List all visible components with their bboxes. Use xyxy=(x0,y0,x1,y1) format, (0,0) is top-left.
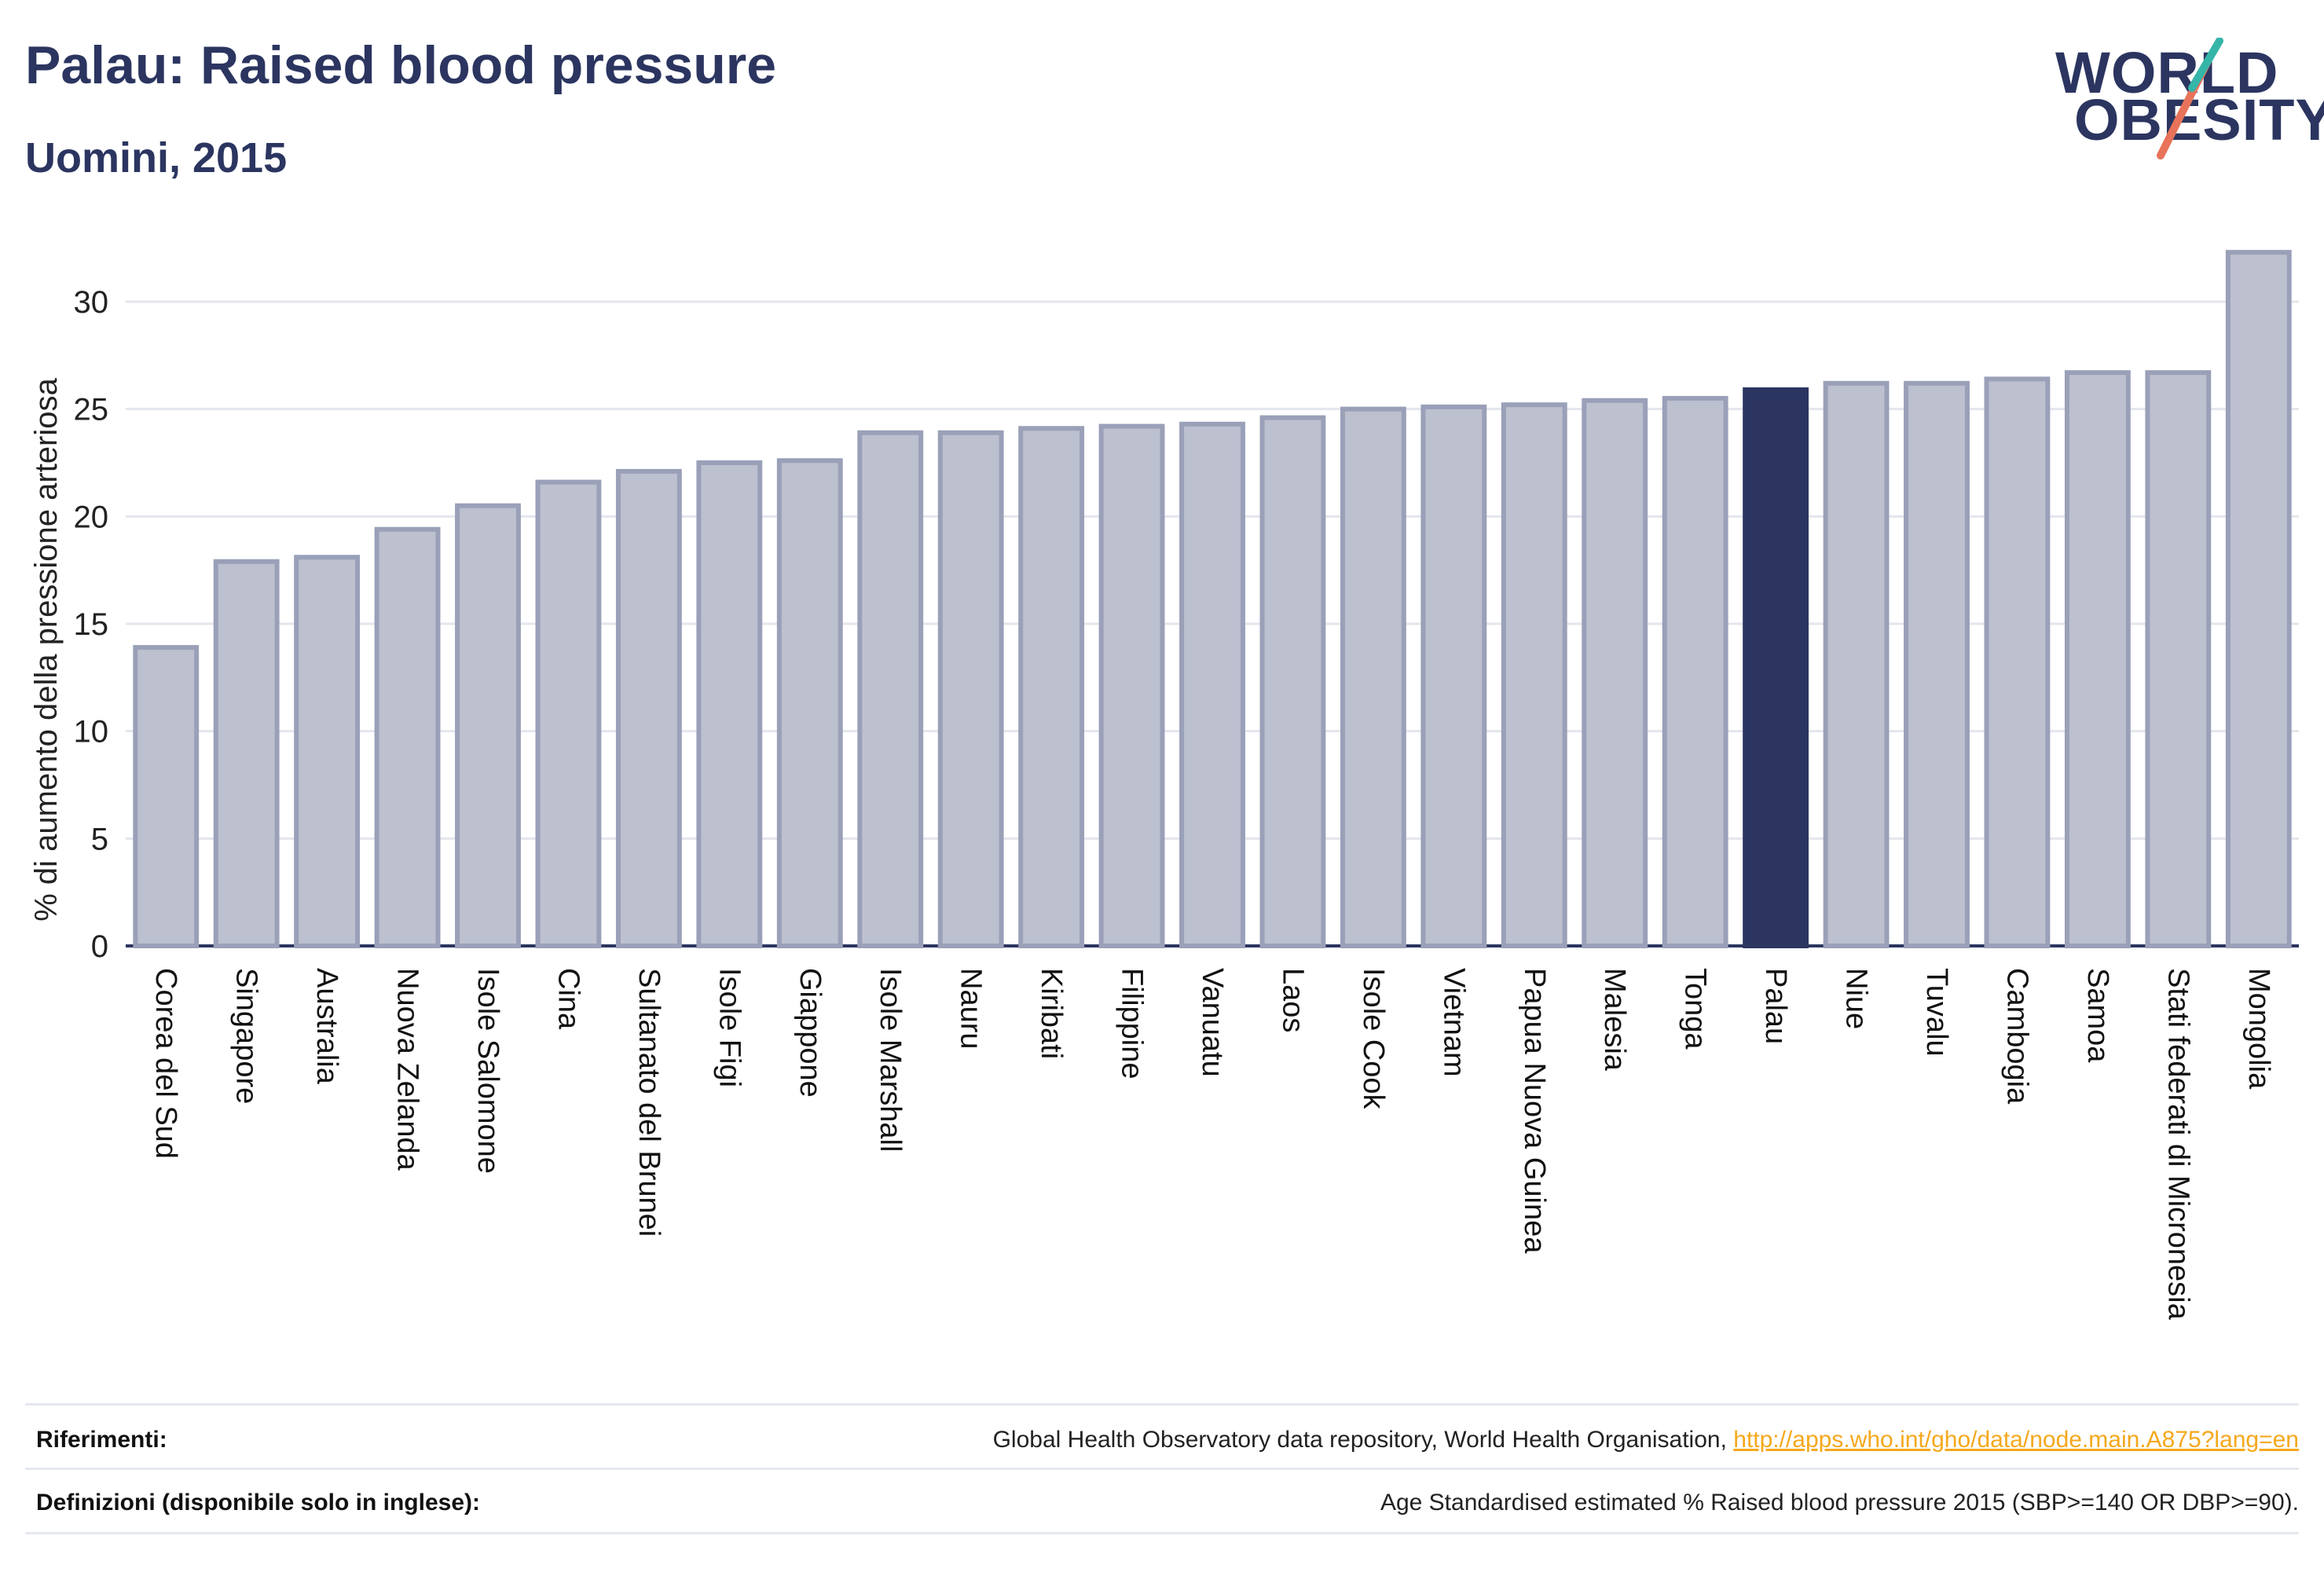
footer-divider-bottom xyxy=(25,1532,2299,1534)
bar xyxy=(1904,380,1970,949)
y-tick-label: 10 xyxy=(74,715,109,750)
x-tick-label: Isole Salomone xyxy=(471,968,504,1174)
bar xyxy=(857,430,924,948)
bar xyxy=(615,468,682,948)
world-obesity-logo: WORLD OBESITY xyxy=(2043,38,2324,171)
x-tick-label: Mongolia xyxy=(2242,968,2275,1090)
references-text: Global Health Observatory data repositor… xyxy=(993,1427,2299,1453)
y-tick-label: 15 xyxy=(74,607,109,642)
x-tick-label: Vanuatu xyxy=(1196,968,1229,1077)
bar xyxy=(1340,406,1406,948)
x-tick-label: Nauru xyxy=(955,968,988,1050)
x-tick-label: Papua Nuova Guinea xyxy=(1518,968,1551,1254)
y-tick-label: 30 xyxy=(74,285,109,320)
references-source: Global Health Observatory data repositor… xyxy=(992,1427,1734,1453)
chart-subtitle: Uomini, 2015 xyxy=(25,134,288,181)
x-tick-label: Isole Cook xyxy=(1357,968,1390,1110)
y-axis-label: % di aumento della pressione arteriosa xyxy=(29,378,64,922)
x-tick-label: Laos xyxy=(1276,968,1309,1032)
bar xyxy=(1420,404,1487,948)
references-label: Riferimenti: xyxy=(36,1427,167,1453)
x-tick-label: Vietnam xyxy=(1437,968,1470,1077)
bar xyxy=(696,460,763,948)
x-tick-label: Cambogia xyxy=(2000,968,2033,1105)
x-tick-label: Cina xyxy=(552,968,585,1030)
bar xyxy=(776,458,843,948)
bar xyxy=(1823,380,1890,949)
x-tick-label: Tonga xyxy=(1679,968,1712,1050)
bar xyxy=(1743,387,1809,949)
bar xyxy=(1501,402,1567,948)
x-tick-label: Stati federati di Micronesia xyxy=(2161,968,2194,1321)
bar xyxy=(1179,421,1245,948)
bar xyxy=(937,430,1004,948)
bar xyxy=(1984,376,2051,948)
y-tick-label: 20 xyxy=(74,500,109,534)
x-tick-label: Isole Figi xyxy=(713,968,746,1087)
bar xyxy=(294,555,361,948)
x-tick-label: Corea del Sud xyxy=(149,968,182,1159)
footer-divider-middle xyxy=(25,1468,2299,1470)
bar xyxy=(1662,396,1728,948)
bar xyxy=(213,559,280,948)
x-tick-label: Filippine xyxy=(1116,968,1149,1079)
x-tick-label: Isole Marshall xyxy=(874,968,907,1152)
bar-chart: % di aumento della pressione arteriosa 0… xyxy=(29,250,2299,1321)
logo-word-obesity: OBESITY xyxy=(2074,87,2324,152)
bar xyxy=(2225,250,2292,948)
bar xyxy=(1018,426,1085,948)
bar xyxy=(2064,370,2131,948)
bar xyxy=(2145,370,2212,948)
bar xyxy=(1582,398,1648,948)
y-tick-label: 5 xyxy=(91,822,108,856)
bar xyxy=(1259,415,1326,948)
x-tick-label: Niue xyxy=(1840,968,1873,1029)
bar xyxy=(1098,423,1165,948)
logo-word-world: WORLD xyxy=(2055,40,2279,105)
y-tick-label: 25 xyxy=(74,393,109,427)
footer-divider-top xyxy=(25,1403,2299,1406)
x-tick-label: Singapore xyxy=(230,968,263,1104)
x-tick-label: Kiribati xyxy=(1035,968,1068,1059)
x-tick-label: Tuvalu xyxy=(1920,968,1953,1057)
chart-title: Palau: Raised blood pressure xyxy=(25,35,777,95)
x-tick-label: Nuova Zelanda xyxy=(391,968,424,1171)
bar xyxy=(535,479,602,948)
y-tick-label: 0 xyxy=(91,929,108,964)
definitions-text: Age Standardised estimated % Raised bloo… xyxy=(1380,1490,2299,1516)
x-tick-label: Australia xyxy=(310,968,343,1085)
x-tick-label: Palau xyxy=(1759,968,1792,1044)
logo-slash-icon xyxy=(2157,38,2223,159)
definitions-label: Definizioni (disponibile solo in inglese… xyxy=(36,1490,481,1516)
x-tick-label: Malesia xyxy=(1598,968,1631,1072)
bar xyxy=(374,526,441,948)
bar xyxy=(133,645,200,948)
references-link[interactable]: http://apps.who.int/gho/data/node.main.A… xyxy=(1733,1427,2299,1453)
x-tick-label: Samoa xyxy=(2081,968,2114,1063)
bar xyxy=(455,503,521,948)
x-tick-label: Sultanato del Brunei xyxy=(632,968,665,1237)
x-tick-label: Giappone xyxy=(794,968,827,1098)
